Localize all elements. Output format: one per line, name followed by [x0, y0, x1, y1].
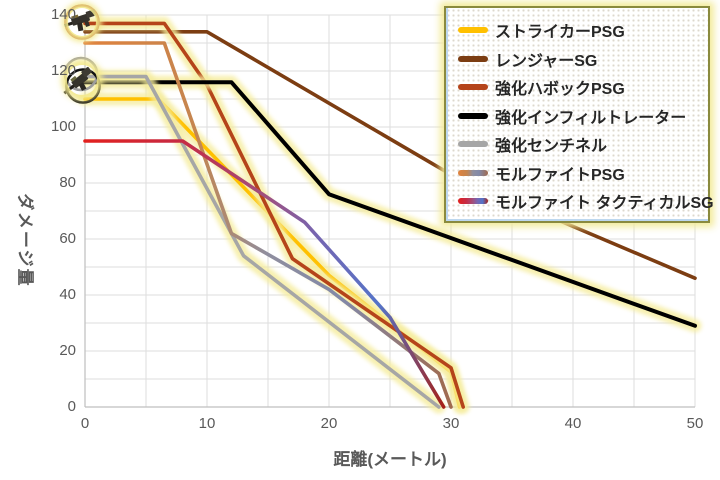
icon-ring-gray — [63, 56, 99, 92]
y-tick-label: 140 — [50, 6, 76, 23]
y-tick-label: 0 — [67, 398, 76, 415]
legend-label: ストライカーPSG — [495, 24, 625, 42]
legend-label: モルファイト タクティカルSG — [495, 195, 714, 213]
legend-item[interactable]: ストライカーPSG — [458, 16, 698, 45]
legend-swatch — [458, 169, 488, 176]
legend-item[interactable]: モルファイト タクティカルSG — [458, 187, 714, 216]
legend-item[interactable]: モルファイトPSG — [458, 159, 698, 188]
icon-ring — [64, 4, 100, 40]
legend-label: レンジャーSG — [495, 52, 598, 70]
icon-ring-black — [65, 68, 101, 104]
series-line-1[interactable] — [83, 29, 697, 281]
legend-item[interactable]: レンジャーSG — [458, 45, 698, 74]
x-tick-label: 20 — [320, 415, 338, 432]
y-tick-label: 20 — [59, 342, 76, 359]
gun-silhouette — [63, 66, 92, 95]
legend[interactable]: ストライカーPSG レンジャーSG 強化ハボックPSG 強化インフィルトレーター… — [444, 6, 714, 223]
legend-label: 強化インフィルトレーター — [495, 109, 687, 127]
havoc-gun-icon[interactable] — [58, 0, 106, 47]
y-tick-label: 120 — [50, 62, 76, 79]
legend-swatch — [458, 198, 488, 205]
legend-swatch — [458, 141, 488, 148]
sentinel-gun-icon[interactable] — [56, 52, 110, 108]
y-tick-label: 40 — [59, 286, 76, 303]
x-axis-title: 距離(メートル) — [333, 450, 447, 469]
y-tick-label: 100 — [50, 118, 76, 135]
legend-swatch — [458, 55, 488, 62]
legend-item[interactable]: 強化ハボックPSG — [458, 73, 698, 102]
series-line-3[interactable] — [83, 80, 697, 328]
series-line-4[interactable] — [83, 74, 441, 409]
x-tick-label: 50 — [686, 415, 704, 432]
x-tick-label: 30 — [442, 415, 460, 432]
legend-label: 強化センチネル — [495, 138, 608, 156]
legend-item[interactable]: 強化センチネル — [458, 130, 698, 159]
legend-swatch — [458, 84, 488, 91]
gun-silhouette — [64, 9, 96, 32]
legend-label: 強化ハボックPSG — [495, 81, 625, 99]
gun-icon-graphic — [63, 56, 101, 104]
x-tick-label: 0 — [80, 415, 90, 432]
gun-icon-graphic — [64, 4, 100, 40]
legend-swatch — [458, 112, 488, 119]
y-tick-label: 60 — [59, 230, 76, 247]
series-line-6[interactable] — [83, 139, 446, 409]
x-tick-label: 10 — [198, 415, 216, 432]
x-tick-label: 40 — [564, 415, 582, 432]
series-line-2[interactable] — [83, 21, 466, 409]
y-tick-label: 80 — [59, 174, 76, 191]
legend-swatch — [458, 27, 488, 34]
legend-label: モルファイトPSG — [495, 166, 625, 184]
series-line-5[interactable] — [83, 41, 453, 409]
legend-item[interactable]: 強化インフィルトレーター — [458, 102, 698, 131]
